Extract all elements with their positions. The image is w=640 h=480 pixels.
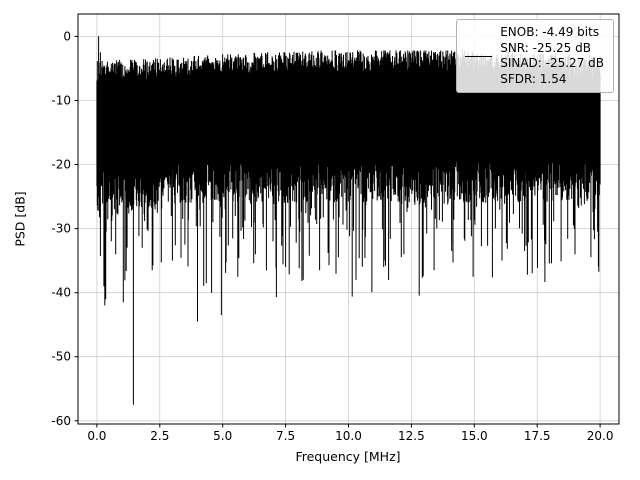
y-tick-label: -30 xyxy=(51,222,71,236)
legend-text: ENOB: -4.49 bits SNR: -25.25 dB SINAD: -… xyxy=(500,25,604,87)
x-tick-label: 10.0 xyxy=(335,429,362,443)
y-tick-label: -40 xyxy=(51,286,71,300)
x-axis-label: Frequency [MHz] xyxy=(295,449,401,464)
psd-trace xyxy=(96,36,601,405)
y-tick-label: -20 xyxy=(51,158,71,172)
y-tick-label: -10 xyxy=(51,94,71,108)
legend-line-sfdr: SFDR: 1.54 xyxy=(500,71,567,86)
legend-line-sample-icon xyxy=(465,55,493,57)
y-axis-label: PSD [dB] xyxy=(12,191,28,247)
legend-line-snr: SNR: -25.25 dB xyxy=(500,40,591,55)
y-tick-label: -60 xyxy=(51,414,71,428)
legend-line-enob: ENOB: -4.49 bits xyxy=(500,25,600,39)
y-tick-label: -50 xyxy=(51,350,71,364)
x-tick-label: 2.5 xyxy=(150,429,169,443)
x-tick-label: 5.0 xyxy=(213,429,232,443)
legend-line-sinad: SINAD: -25.27 dB xyxy=(500,56,604,70)
x-tick-label: 12.5 xyxy=(398,429,425,443)
x-tick-label: 0.0 xyxy=(87,429,106,443)
y-tick-label: 0 xyxy=(63,29,71,43)
x-tick-label: 17.5 xyxy=(524,429,551,443)
legend: ENOB: -4.49 bits SNR: -25.25 dB SINAD: -… xyxy=(456,19,614,93)
x-tick-label: 20.0 xyxy=(587,429,614,443)
x-tick-label: 7.5 xyxy=(276,429,295,443)
x-tick-label: 15.0 xyxy=(461,429,488,443)
